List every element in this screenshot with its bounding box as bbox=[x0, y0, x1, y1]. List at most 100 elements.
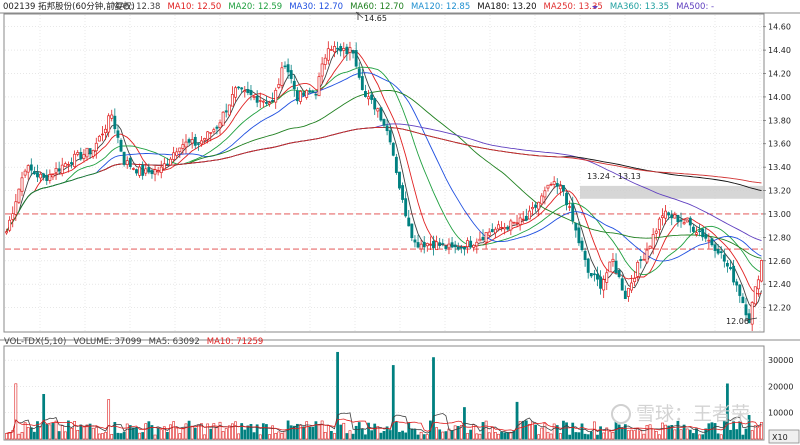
candle-body bbox=[725, 262, 729, 267]
candle-body bbox=[592, 273, 596, 276]
candle-body bbox=[200, 140, 203, 145]
ma-legend: MA5: 12.38 MA10: 12.50 MA20: 12.59 MA30: 12… bbox=[112, 2, 714, 12]
volume-bar bbox=[351, 433, 355, 440]
candle-body bbox=[747, 313, 751, 324]
candle-body bbox=[82, 154, 86, 159]
candle-body bbox=[562, 185, 565, 192]
candle-body bbox=[32, 171, 36, 175]
candle-body bbox=[404, 198, 408, 217]
ma-legend-item: MA120: 12.85 bbox=[411, 2, 470, 12]
moving-average-lines bbox=[6, 48, 762, 309]
volume-bar bbox=[317, 424, 321, 440]
volume-bar bbox=[323, 432, 327, 440]
volume-bar bbox=[670, 425, 674, 440]
volume-bar bbox=[583, 433, 587, 440]
candle-body bbox=[360, 76, 364, 91]
volume-bar bbox=[8, 432, 12, 440]
volume-bar bbox=[57, 431, 61, 440]
candle-body bbox=[676, 214, 680, 223]
price-tick-label: 13.00 bbox=[768, 210, 791, 219]
candle-body bbox=[497, 224, 500, 230]
candle-body bbox=[54, 168, 58, 173]
candle-body bbox=[299, 91, 302, 102]
candle-body bbox=[500, 227, 504, 229]
zone-annotation: 13.24 - 13.13 bbox=[587, 172, 641, 181]
candle-body bbox=[416, 242, 420, 248]
volume-bar bbox=[657, 434, 661, 440]
volume-bar bbox=[521, 420, 525, 440]
price-tick-label: 12.20 bbox=[768, 304, 791, 313]
volume-bar bbox=[367, 422, 370, 440]
ma-line bbox=[6, 66, 762, 276]
candle-body bbox=[203, 138, 206, 141]
x10-button-label[interactable]: X10 bbox=[772, 433, 788, 442]
volume-bar bbox=[82, 426, 86, 440]
candle-body bbox=[302, 92, 305, 96]
volume-bar bbox=[394, 421, 398, 440]
volume-bar bbox=[311, 426, 315, 440]
candle-body bbox=[555, 183, 559, 187]
candle-body bbox=[354, 50, 358, 67]
volume-bar bbox=[153, 434, 157, 440]
horizontal-level-lines bbox=[5, 213, 763, 250]
volume-bar bbox=[722, 420, 726, 440]
candle-body bbox=[685, 219, 689, 223]
candle-body bbox=[738, 284, 742, 296]
volume-bar bbox=[305, 421, 309, 440]
ma-legend-item: MA10: 12.50 bbox=[167, 2, 221, 12]
volume-bar bbox=[716, 433, 720, 440]
volume-bar bbox=[135, 427, 138, 440]
volume-bar bbox=[679, 429, 683, 440]
candle-body bbox=[128, 157, 132, 167]
x10-button[interactable]: X10 bbox=[768, 429, 800, 444]
candle-body bbox=[574, 222, 578, 231]
volume-bar bbox=[237, 433, 240, 440]
price-tick-label: 13.40 bbox=[768, 163, 791, 172]
candle-body bbox=[249, 90, 253, 95]
candle-body bbox=[605, 272, 609, 283]
price-tick-label: 12.40 bbox=[768, 280, 791, 289]
candle-body bbox=[113, 115, 117, 130]
volume-tick-label: 20000 bbox=[768, 382, 793, 391]
volume-bar bbox=[750, 430, 754, 440]
volume-bar bbox=[580, 423, 584, 440]
volume-bar bbox=[401, 430, 404, 440]
volume-legend-item: MA10: 71259 bbox=[207, 337, 264, 347]
volume-bar bbox=[735, 429, 739, 440]
candle-body bbox=[206, 131, 210, 140]
volume-bar bbox=[91, 427, 95, 440]
volume-bar bbox=[104, 432, 107, 440]
candle-body bbox=[339, 46, 343, 52]
candle-body bbox=[156, 170, 160, 173]
candle-body bbox=[657, 218, 661, 231]
candle-body bbox=[85, 147, 89, 158]
volume-gridlines bbox=[5, 359, 763, 414]
volume-bar bbox=[26, 427, 30, 440]
stock-name: 拓邦股份 bbox=[38, 1, 73, 12]
candle-body bbox=[323, 57, 327, 65]
volume-legend-item: VOL-TDX(5,10) bbox=[4, 337, 66, 347]
volume-bar bbox=[243, 429, 247, 440]
candle-body bbox=[329, 49, 333, 51]
volume-bar bbox=[116, 432, 120, 440]
candle-body bbox=[63, 163, 67, 167]
volume-bar bbox=[481, 422, 485, 440]
ma-line bbox=[99, 126, 762, 184]
candle-body bbox=[104, 128, 107, 133]
candle-body bbox=[138, 166, 142, 176]
candle-body bbox=[472, 244, 476, 248]
volume-bar bbox=[701, 434, 705, 440]
candle-body bbox=[602, 279, 606, 291]
volume-bar bbox=[413, 429, 417, 440]
volume-bar bbox=[466, 433, 469, 440]
candle-body bbox=[36, 172, 39, 178]
candle-body bbox=[193, 136, 197, 146]
candle-body bbox=[744, 304, 748, 316]
volume-bar bbox=[240, 423, 244, 440]
candle-body bbox=[540, 195, 544, 205]
candle-body bbox=[642, 258, 646, 261]
candle-body bbox=[135, 169, 138, 174]
candle-body bbox=[583, 250, 587, 260]
candle-body bbox=[20, 177, 24, 192]
candle-body bbox=[664, 210, 667, 219]
